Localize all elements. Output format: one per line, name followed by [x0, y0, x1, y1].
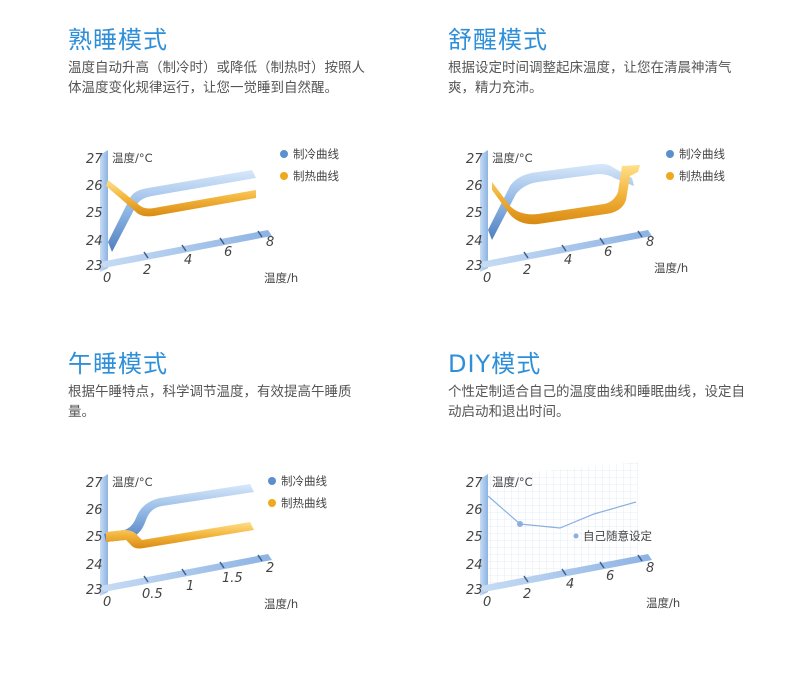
- x-tick-label: 8: [266, 235, 274, 250]
- legend-cool-dot: [280, 150, 288, 158]
- legend-heat-label: 制热曲线: [293, 169, 339, 183]
- y-tick-label: 25: [466, 206, 483, 221]
- panel-diy: DIY模式 个性定制适合自己的温度曲线和睡眠曲线，设定自动启动和退出时间。: [448, 344, 778, 674]
- cool-curve: [104, 484, 254, 542]
- x-tick-label: 0: [103, 595, 111, 610]
- panel-wake: 舒醒模式 根据设定时间调整起床温度，让您在清晨神清气爽，精力充沛。 27 26: [448, 20, 778, 350]
- x-axis-ticks: [523, 554, 643, 583]
- diy-chart: 27 26 25 24 23 0 2 4 6 8 温度/°C 温度/h 自己随意…: [466, 462, 680, 610]
- y-tick-label: 24: [86, 558, 103, 573]
- heat-curve: [106, 180, 256, 217]
- legend-cool-dot: [666, 150, 674, 158]
- wake-chart: 27 26 25 24 23 0 2 4 6 8 温度/°C 温度/h 制冷曲线…: [466, 147, 725, 286]
- legend-heat-dot: [666, 172, 674, 180]
- cool-curve: [108, 170, 256, 252]
- legend-custom-label: 自己随意设定: [583, 529, 652, 543]
- y-tick-label: 26: [466, 179, 483, 194]
- panel-title: 舒醒模式: [448, 26, 548, 54]
- x-tick-label: 8: [646, 235, 654, 250]
- x-axis-label: 温度/h: [654, 261, 688, 275]
- y-axis-label: 温度/°C: [492, 475, 533, 489]
- nap-chart: 27 26 25 24 23 0 0.5 1 1.5 2 温度/°C 温度/h …: [86, 474, 327, 611]
- panel-description: 根据设定时间调整起床温度，让您在清晨神清气爽，精力充沛。: [448, 60, 732, 96]
- panel-nap: 午睡模式 根据午睡特点，科学调节温度，有效提高午睡质量。 27 26 2: [68, 344, 398, 674]
- y-tick-label: 25: [466, 530, 483, 545]
- y-tick-label: 23: [466, 259, 483, 274]
- y-tick-label: 25: [86, 206, 103, 221]
- y-tick-label: 23: [86, 583, 103, 598]
- y-tick-label: 26: [466, 503, 483, 518]
- panel-title: DIY模式: [448, 350, 542, 378]
- legend-cool-label: 制冷曲线: [679, 147, 725, 161]
- y-axis-label: 温度/°C: [112, 475, 153, 489]
- y-tick-label: 27: [466, 152, 483, 167]
- x-tick-label: 4: [566, 577, 574, 592]
- y-axis: [100, 474, 108, 596]
- y-tick-label: 26: [86, 503, 103, 518]
- x-axis-label: 温度/h: [646, 596, 680, 610]
- x-tick-label: 4: [184, 253, 192, 268]
- y-tick-label: 24: [466, 558, 483, 573]
- x-tick-label: 0: [103, 271, 111, 286]
- heat-curve: [106, 522, 254, 549]
- panel-title: 熟睡模式: [68, 26, 168, 54]
- y-tick-label: 24: [466, 234, 483, 249]
- y-tick-label: 27: [86, 476, 103, 491]
- curve-point: [517, 521, 523, 527]
- legend-cool-label: 制冷曲线: [281, 474, 327, 488]
- x-tick-label: 0: [483, 271, 491, 286]
- y-tick-label: 23: [86, 259, 103, 274]
- x-tick-label: 0: [483, 595, 491, 610]
- x-tick-label: 6: [604, 245, 612, 260]
- heat-curve: [492, 165, 640, 225]
- x-axis-label: 温度/h: [264, 271, 298, 285]
- panel-description: 温度自动升高（制冷时）或降低（制热时）按照人体温度变化规律运行，让您一觉睡到自然…: [68, 60, 365, 96]
- legend-cool-dot: [268, 477, 276, 485]
- x-tick-label: 1.5: [222, 571, 243, 586]
- y-axis: [480, 150, 488, 272]
- panel-deep-sleep: 熟睡模式 温度自动升高（制冷时）或降低（制热时）按照人体温度变化规律运行，让您一…: [68, 20, 398, 350]
- x-tick-label: 4: [564, 253, 572, 268]
- y-tick-label: 26: [86, 179, 103, 194]
- x-tick-label: 0.5: [142, 587, 163, 602]
- legend-heat-label: 制热曲线: [281, 496, 327, 510]
- x-axis: [100, 554, 272, 592]
- x-tick-label: 2: [523, 587, 531, 602]
- y-axis-label: 温度/°C: [112, 151, 153, 165]
- legend-cool-label: 制冷曲线: [293, 147, 339, 161]
- panel-description: 个性定制适合自己的温度曲线和睡眠曲线，设定自动启动和退出时间。: [448, 384, 745, 420]
- y-tick-label: 24: [86, 234, 103, 249]
- x-tick-label: 2: [143, 263, 151, 278]
- legend-custom-dot: [573, 533, 579, 539]
- x-axis-ticks: [143, 230, 263, 259]
- legend-heat-dot: [280, 172, 288, 180]
- y-tick-label: 23: [466, 583, 483, 598]
- grid-area: [488, 462, 638, 590]
- panel-description: 根据午睡特点，科学调节温度，有效提高午睡质量。: [68, 384, 352, 420]
- cool-curve: [488, 163, 634, 240]
- y-tick-label: 27: [466, 476, 483, 491]
- custom-curve: [487, 495, 637, 529]
- panel-title: 午睡模式: [68, 350, 168, 378]
- x-axis: [480, 230, 652, 268]
- y-tick-label: 27: [86, 152, 103, 167]
- deep-sleep-chart: 27 26 25 24 23 0 2 4 6 8 温度/°C 温度/h 制冷曲线…: [86, 147, 339, 286]
- x-axis-ticks: [143, 554, 263, 583]
- y-axis: [480, 474, 488, 596]
- x-tick-label: 6: [606, 569, 614, 584]
- y-tick-label: 25: [86, 530, 103, 545]
- x-axis-ticks: [523, 230, 643, 259]
- x-tick-label: 6: [224, 245, 232, 260]
- x-tick-label: 2: [266, 561, 274, 576]
- y-axis-label: 温度/°C: [492, 151, 533, 165]
- legend-heat-label: 制热曲线: [679, 169, 725, 183]
- legend-heat-dot: [268, 499, 276, 507]
- x-tick-label: 2: [523, 263, 531, 278]
- x-tick-label: 1: [186, 579, 194, 594]
- x-axis: [100, 230, 272, 268]
- x-axis-label: 温度/h: [264, 597, 298, 611]
- x-axis: [480, 554, 652, 592]
- y-axis: [100, 150, 108, 272]
- x-tick-label: 8: [646, 561, 654, 576]
